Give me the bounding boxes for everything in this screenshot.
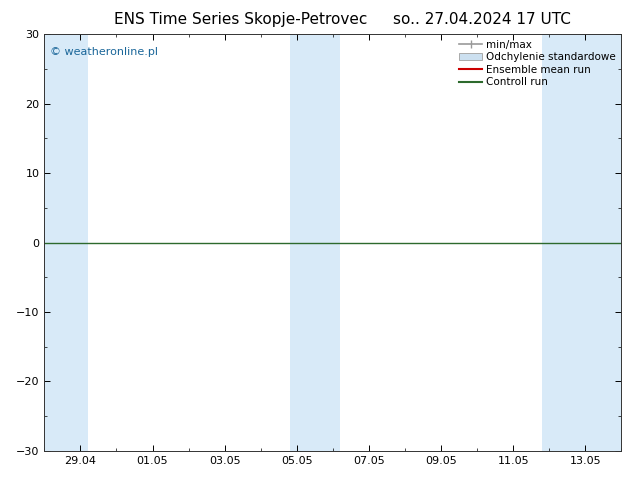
- Text: ENS Time Series Skopje-Petrovec: ENS Time Series Skopje-Petrovec: [114, 12, 368, 27]
- Text: © weatheronline.pl: © weatheronline.pl: [50, 47, 158, 57]
- Legend: min/max, Odchylenie standardowe, Ensemble mean run, Controll run: min/max, Odchylenie standardowe, Ensembl…: [457, 37, 618, 89]
- Bar: [290, 34, 340, 451]
- Bar: [44, 34, 87, 451]
- Text: so.. 27.04.2024 17 UTC: so.. 27.04.2024 17 UTC: [393, 12, 571, 27]
- Bar: [542, 34, 621, 451]
